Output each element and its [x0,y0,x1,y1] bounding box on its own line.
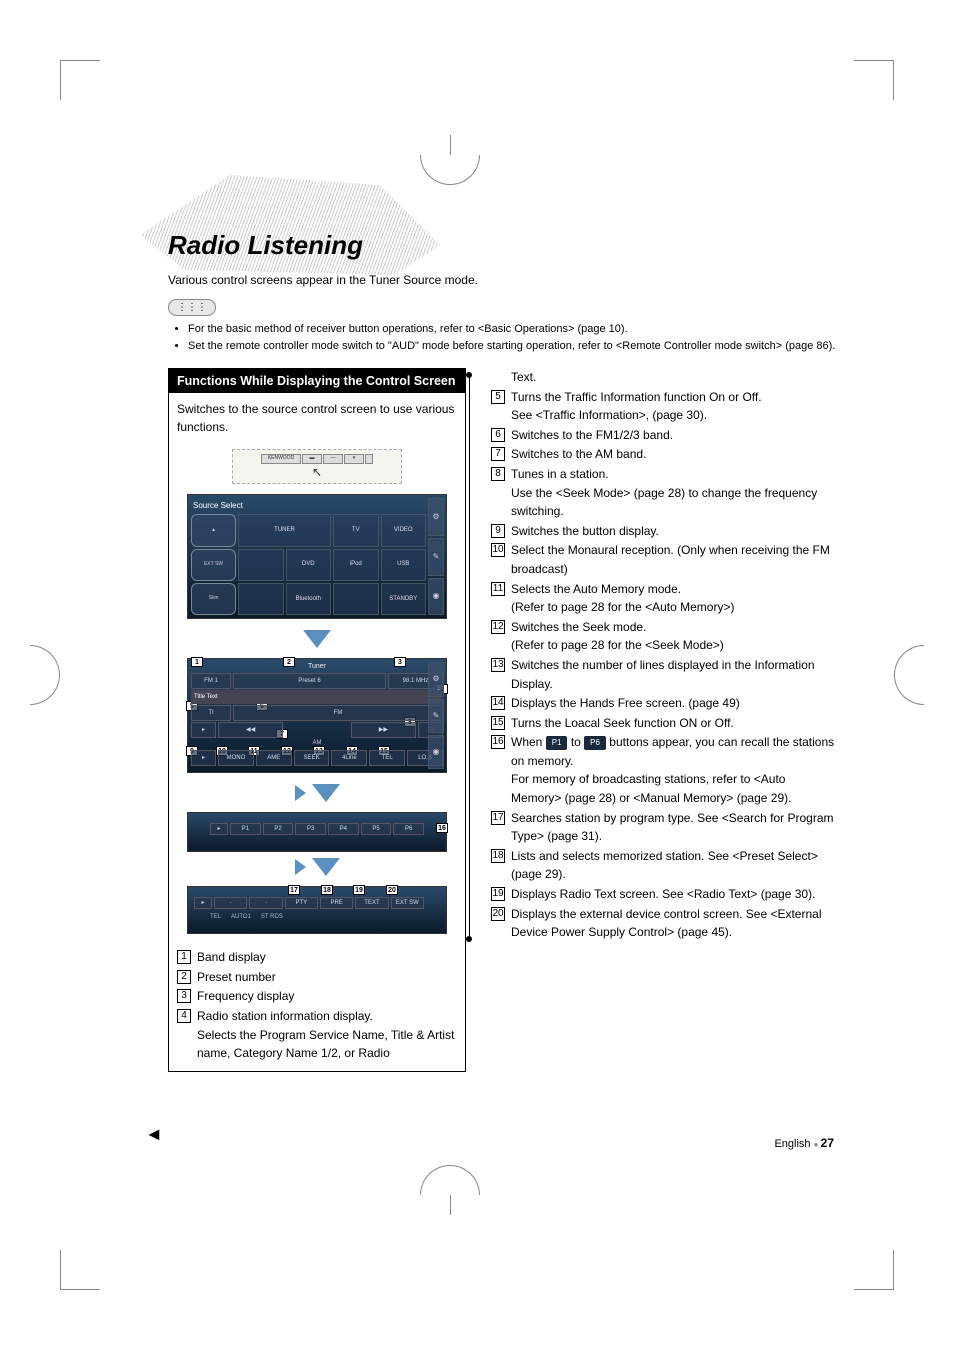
footer-lang: English [774,1138,810,1150]
right-column: Text.5Turns the Traffic Information func… [491,368,839,1072]
back-arrow-icon: ◄ [145,1124,163,1145]
p6-button-icon: P6 [584,736,606,750]
kenwood-header-ui: KENWOOD ▬ — ▾ ↖ [232,449,402,484]
crop-corner [60,1250,100,1290]
preset-bar-ui: 16 ▸ P1 P2 P3 P4 P5 P6 [187,812,447,852]
p1-button-icon: P1 [546,736,568,750]
notes-list: For the basic method of receiver button … [188,321,839,354]
list-item: 5Turns the Traffic Information function … [491,388,839,425]
list-item: 8Tunes in a station.Use the <Seek Mode> … [491,465,839,521]
function-body: Switches to the source control screen to… [169,393,465,1071]
left-number-list: 1Band display2Preset number3Frequency di… [177,948,457,1063]
page-footer: English ● 27 [774,1136,834,1150]
crop-mark [420,1165,480,1195]
list-item: 16When P1 to P6 buttons appear, you can … [491,733,839,807]
crop-mark [30,645,60,705]
section-title: Radio Listening [168,230,839,261]
list-item: 1Band display [177,948,457,967]
list-item: 10Select the Monaural reception. (Only w… [491,541,839,578]
list-item: 7Switches to the AM band. [491,445,839,464]
page: Radio Listening Various control screens … [0,0,954,1350]
list-item: 18Lists and selects memorized station. S… [491,847,839,884]
source-select-ui: Source Select ▲ TUNER TV VIDEO EXT SW DV [187,494,447,619]
bottom-bar-ui: 17 18 19 20 ▸ · · PTY PRE T [187,886,447,934]
list-item: 3Frequency display [177,987,457,1006]
list-item: 17Searches station by program type. See … [491,809,839,846]
note-item: Set the remote controller mode switch to… [188,338,839,355]
kenwood-label: KENWOOD [261,454,301,464]
notes-icon: ⋮⋮⋮ [168,299,216,316]
crop-corner [854,1250,894,1290]
cursor-icon: ↖ [312,463,322,481]
list-item: 9Switches the button display. [491,522,839,541]
content-area: Radio Listening Various control screens … [168,230,839,1072]
list-item: 19Displays Radio Text screen. See <Radio… [491,885,839,904]
list-item: 6Switches to the FM1/2/3 band. [491,426,839,445]
arrow-down-icon [303,630,331,648]
list-item: 20Displays the external device control s… [491,905,839,942]
list-item: 15Turns the Loacal Seek function ON or O… [491,714,839,733]
list-item: 11Selects the Auto Memory mode.(Refer to… [491,580,839,617]
tuner-ui: 1 2 3 4 5 6 7 8 9 10 11 [187,658,447,773]
arrow-pair [177,784,457,802]
function-box: Functions While Displaying the Control S… [168,368,466,1072]
crop-corner [60,60,100,100]
arrow-pair [177,858,457,876]
crop-mark [420,155,480,185]
crop-corner [854,60,894,100]
crop-mark [894,645,924,705]
column-divider [468,372,471,942]
page-number: 27 [821,1136,834,1150]
source-select-title: Source Select [191,498,426,514]
list-item: Text. [491,368,839,387]
left-column: Functions While Displaying the Control S… [168,368,466,1072]
note-item: For the basic method of receiver button … [188,321,839,338]
list-item: 13Switches the number of lines displayed… [491,656,839,693]
list-item: 12Switches the Seek mode.(Refer to page … [491,618,839,655]
list-item: 4Radio station information display.Selec… [177,1007,457,1063]
function-header: Functions While Displaying the Control S… [169,369,465,393]
list-item: 2Preset number [177,968,457,987]
list-item: 14Displays the Hands Free screen. (page … [491,694,839,713]
intro-text: Various control screens appear in the Tu… [168,273,839,287]
